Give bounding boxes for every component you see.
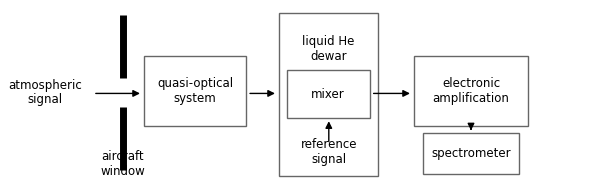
Text: spectrometer: spectrometer [431, 147, 511, 160]
Text: mixer: mixer [311, 88, 345, 101]
Text: reference
signal: reference signal [301, 139, 357, 166]
Bar [287, 70, 370, 118]
Text: quasi-optical
system: quasi-optical system [157, 77, 233, 105]
Text: aircraft
window: aircraft window [101, 150, 145, 178]
Bar [423, 133, 519, 174]
Text: electronic
amplification: electronic amplification [433, 77, 509, 105]
Text: atmospheric
signal: atmospheric signal [8, 78, 82, 107]
Bar [279, 13, 378, 176]
Bar [144, 56, 246, 126]
Bar [414, 56, 528, 126]
Text: liquid He
dewar: liquid He dewar [302, 35, 355, 63]
